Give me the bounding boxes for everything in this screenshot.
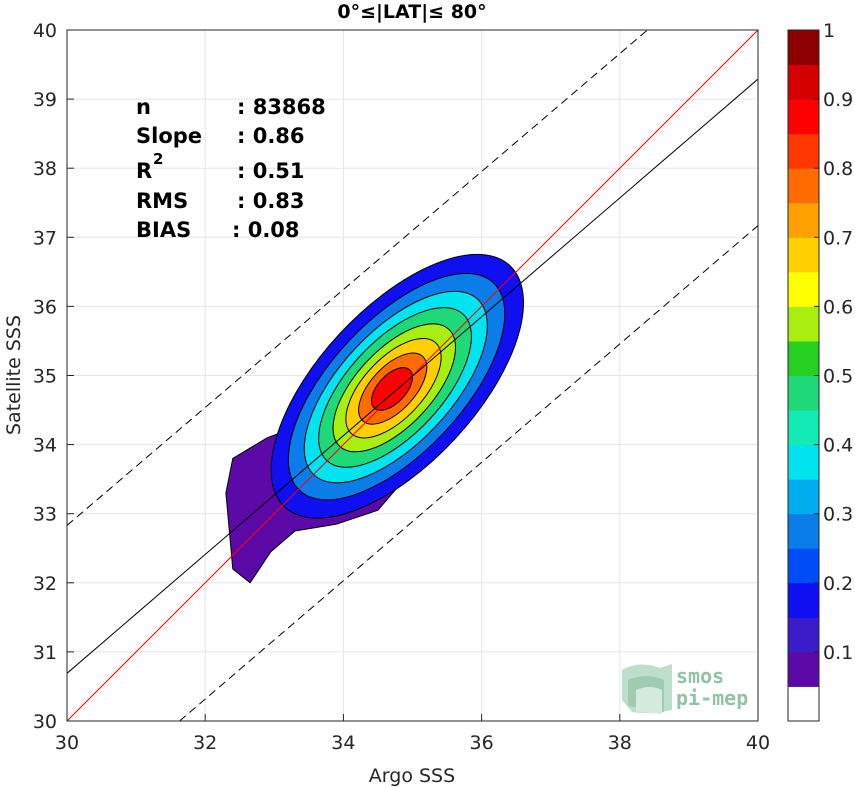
colorbar-swatch [788,479,819,515]
colorbar-tick-label: 0.3 [823,504,853,526]
colorbar-swatch [788,582,819,618]
colorbar-swatch [788,168,819,204]
y-tick-label: 34 [33,435,57,457]
chart-title: 0°≤|LAT|≤ 80° [337,1,486,23]
colorbar-tick-label: 0.6 [823,296,853,318]
x-tick-label: 30 [55,732,79,754]
colorbar-tick-label: 0.4 [823,435,853,457]
x-tick-label: 36 [470,732,494,754]
colorbar-swatch [788,99,819,135]
colorbar-swatch [788,237,819,273]
colorbar-swatch [788,340,819,376]
stat-bias-label: BIAS [136,218,191,242]
colorbar-swatch [788,64,819,100]
reference-lines [67,30,758,721]
one-to-one-line [67,30,758,721]
y-tick-label: 38 [33,158,57,180]
colorbar-tick-label: 0.7 [823,227,853,249]
stat-n-value: : 83868 [237,95,326,119]
fit-line [67,78,758,674]
upper-bound-line [67,30,648,526]
colorbar-tick-label: 1 [823,20,835,42]
stat-r2-label: R [136,159,152,183]
colorbar-swatch [788,375,819,411]
colorbar-swatch [788,271,819,307]
lower-bound-line [179,225,758,721]
colorbar-swatch [788,548,819,584]
colorbar: 0.1 0.2 0.3 0.4 0.5 0.6 0.7 0.8 0.9 1 [787,20,853,722]
colorbar-swatch [788,686,819,722]
stat-r2-value: : 0.51 [237,159,305,183]
y-tick-label: 35 [33,366,57,388]
colorbar-swatch [788,30,819,66]
colorbar-swatch [788,513,819,549]
stats-annotation: n : 83868 Slope : 0.86 R 2 : 0.51 RMS : … [136,95,326,242]
y-tick-label: 31 [33,642,57,664]
x-ticks: 30 32 34 36 38 40 [55,714,770,754]
x-tick-label: 32 [193,732,217,754]
colorbar-tick-label: 0.1 [823,642,853,664]
contour-level-0.85 [370,367,413,411]
colorbar-swatch [788,133,819,169]
colorbar-tick-label: 0.2 [823,573,853,595]
stat-rms-value: : 0.83 [237,189,305,213]
logo-line2: pi-mep [676,686,748,710]
y-tick-label: 33 [33,504,57,526]
colorbar-swatch [788,202,819,238]
colorbar-tick-label: 0.8 [823,158,853,180]
stat-n-label: n [136,95,151,119]
y-axis-label: Satellite SSS [3,315,25,435]
colorbar-swatch [788,444,819,480]
stat-slope-value: : 0.86 [237,124,305,148]
x-tick-label: 38 [608,732,632,754]
stat-slope-label: Slope [136,124,202,148]
logo-line1: smos [676,664,724,688]
y-tick-label: 36 [33,296,57,318]
y-tick-label: 32 [33,573,57,595]
colorbar-tick-label: 0.9 [823,89,853,111]
x-axis-label: Argo SSS [369,765,455,787]
colorbar-swatch [788,410,819,446]
colorbar-tick-label: 0.5 [823,366,853,388]
y-tick-label: 40 [33,20,57,42]
plot-area: 30 32 34 36 38 40 30 31 32 33 34 35 36 37 38 39 40 [33,20,770,754]
stat-bias-value: : 0.08 [232,218,300,242]
stat-r2-superscript: 2 [153,150,163,168]
y-tick-label: 37 [33,227,57,249]
colorbar-swatch [788,651,819,687]
density-contours [225,253,524,584]
smos-pi-mep-logo: smos pi-mep [622,664,748,714]
y-tick-label: 39 [33,89,57,111]
logo-mark-icon [622,664,672,714]
x-tick-label: 34 [331,732,355,754]
colorbar-swatch [788,617,819,653]
y-tick-label: 30 [33,711,57,733]
y-ticks: 30 31 32 33 34 35 36 37 38 39 40 [33,20,74,733]
colorbar-swatch [788,306,819,342]
stat-rms-label: RMS [136,189,188,213]
x-tick-label: 40 [746,732,770,754]
